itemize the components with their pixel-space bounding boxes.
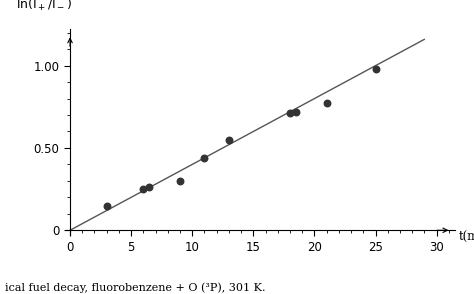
Point	[286, 111, 294, 116]
Point	[139, 187, 147, 191]
Point	[103, 203, 110, 208]
Text: t(ms): t(ms)	[459, 231, 474, 244]
Point	[323, 101, 330, 106]
Point	[146, 185, 153, 190]
Point	[292, 109, 300, 114]
Point	[372, 66, 379, 71]
Text: ical fuel decay, fluorobenzene + O (³P), 301 K.: ical fuel decay, fluorobenzene + O (³P),…	[5, 282, 265, 293]
Point	[201, 156, 208, 160]
Point	[225, 137, 233, 142]
Point	[176, 178, 184, 183]
Text: $\mathrm{ln(I_+/I_-)}$: $\mathrm{ln(I_+/I_-)}$	[16, 0, 72, 13]
